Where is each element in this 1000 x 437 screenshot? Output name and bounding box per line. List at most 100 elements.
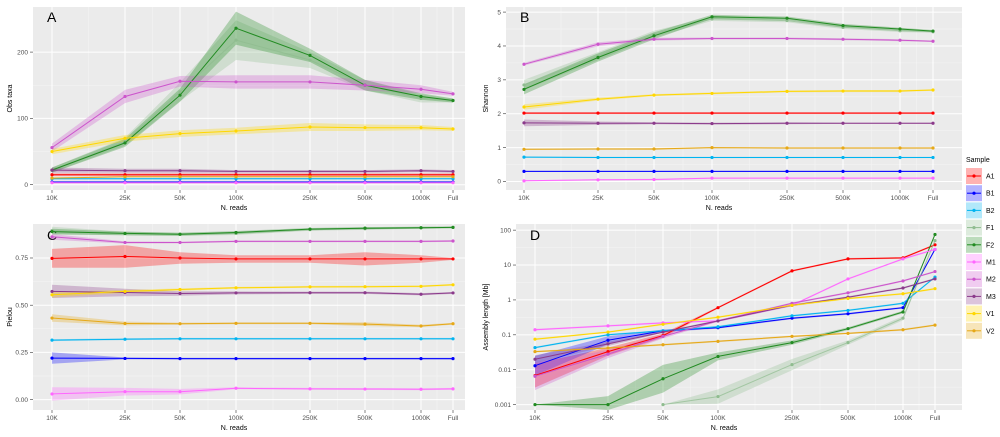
point-v2 xyxy=(846,331,850,335)
point-b1 xyxy=(606,338,610,342)
x-tick-label: Full xyxy=(928,195,939,202)
y-tick-label: 0.01 xyxy=(498,367,511,374)
legend-label: A1 xyxy=(986,174,995,181)
point-m1 xyxy=(363,181,367,185)
point-v1 xyxy=(308,285,312,289)
point-m1 xyxy=(234,386,238,390)
point-v2 xyxy=(234,321,238,325)
point-m3 xyxy=(363,169,367,174)
line-m3 xyxy=(51,169,454,172)
point-m2 xyxy=(123,240,127,245)
point-m2 xyxy=(710,36,714,41)
point-v2 xyxy=(522,147,526,151)
point-f1 xyxy=(716,394,720,399)
point-f2 xyxy=(123,141,127,145)
point-m2 xyxy=(363,83,367,87)
x-tick-label: 1000K xyxy=(412,195,431,202)
point-m1 xyxy=(533,328,537,332)
point-b1 xyxy=(522,169,526,173)
point-m1 xyxy=(123,390,127,394)
point-m1 xyxy=(846,277,850,281)
point-m1 xyxy=(308,181,312,185)
point-a1 xyxy=(123,254,127,259)
point-b2 xyxy=(652,155,656,160)
point-v1 xyxy=(123,289,127,294)
panel-tag: B xyxy=(520,9,529,25)
point-m1 xyxy=(898,176,902,180)
point-m3 xyxy=(898,121,902,125)
point-f1 xyxy=(901,316,905,320)
point-v2 xyxy=(50,316,54,320)
point-f2 xyxy=(933,232,937,237)
point-b2 xyxy=(716,325,720,329)
point-m2 xyxy=(178,79,182,83)
x-tick-label: 25K xyxy=(119,195,131,202)
legend-item-b1: B1 xyxy=(966,185,995,202)
point-f1 xyxy=(785,18,789,23)
point-b1 xyxy=(451,357,455,361)
point-m2 xyxy=(846,291,850,295)
line-v2 xyxy=(534,324,936,353)
point-f1 xyxy=(178,90,182,94)
point-m1 xyxy=(522,179,526,183)
x-tick-label: Full xyxy=(930,415,941,422)
point-m1 xyxy=(606,324,610,328)
point-f2 xyxy=(50,229,54,234)
line-m2 xyxy=(51,80,454,149)
y-axis-title: Shannon xyxy=(483,84,490,112)
point-a1 xyxy=(419,257,423,261)
legend-item-v2: V2 xyxy=(966,322,995,339)
x-axis-title: N. reads xyxy=(711,425,738,432)
point-m2 xyxy=(419,239,423,243)
band-a1 xyxy=(52,245,453,268)
point-f2 xyxy=(785,16,789,20)
series-group xyxy=(533,232,937,410)
point-m3 xyxy=(716,319,720,323)
point-b2 xyxy=(308,337,312,341)
y-tick-label: 0.1 xyxy=(502,332,511,339)
point-b1 xyxy=(363,357,367,361)
band-m2 xyxy=(52,75,453,152)
x-tick-label: 50K xyxy=(174,195,186,202)
point-f2 xyxy=(363,226,367,230)
point-m2 xyxy=(898,38,902,42)
point-m1 xyxy=(178,181,182,185)
point-b1 xyxy=(533,364,537,368)
point-m3 xyxy=(123,169,127,173)
x-axis-title: N. reads xyxy=(221,425,248,432)
legend-item-b2: B2 xyxy=(966,202,995,219)
point-m1 xyxy=(50,181,54,185)
point-b1 xyxy=(596,169,600,173)
point-m2 xyxy=(522,62,526,66)
point-f2 xyxy=(846,327,850,331)
legend-item-f2: F2 xyxy=(966,236,994,253)
line-a1 xyxy=(51,255,453,260)
point-v1 xyxy=(50,149,54,154)
legend-label: B2 xyxy=(986,208,995,215)
x-tick-label: Full xyxy=(448,195,459,202)
x-tick-label: 10K xyxy=(518,195,530,202)
point-m2 xyxy=(841,37,845,41)
legend-key-point xyxy=(972,226,976,230)
point-v2 xyxy=(652,147,656,151)
y-tick-label: 0.25 xyxy=(15,350,28,357)
point-f1 xyxy=(846,340,850,345)
point-b2 xyxy=(898,155,902,160)
point-m3 xyxy=(234,291,238,295)
point-b2 xyxy=(123,337,127,341)
legend-label: F1 xyxy=(986,225,994,232)
x-tick-label: 250K xyxy=(779,195,795,202)
point-m1 xyxy=(419,181,423,185)
point-v1 xyxy=(451,127,455,131)
y-tick-label: 0.75 xyxy=(15,255,28,262)
series-group xyxy=(50,11,455,185)
legend-item-m2: M2 xyxy=(966,271,996,288)
point-b2 xyxy=(846,308,850,313)
point-a1 xyxy=(716,306,720,310)
line-a1 xyxy=(534,244,936,376)
point-b2 xyxy=(178,337,182,341)
x-tick-label: 100K xyxy=(228,195,244,202)
x-tick-label: 500K xyxy=(840,415,856,422)
point-m3 xyxy=(308,169,312,174)
